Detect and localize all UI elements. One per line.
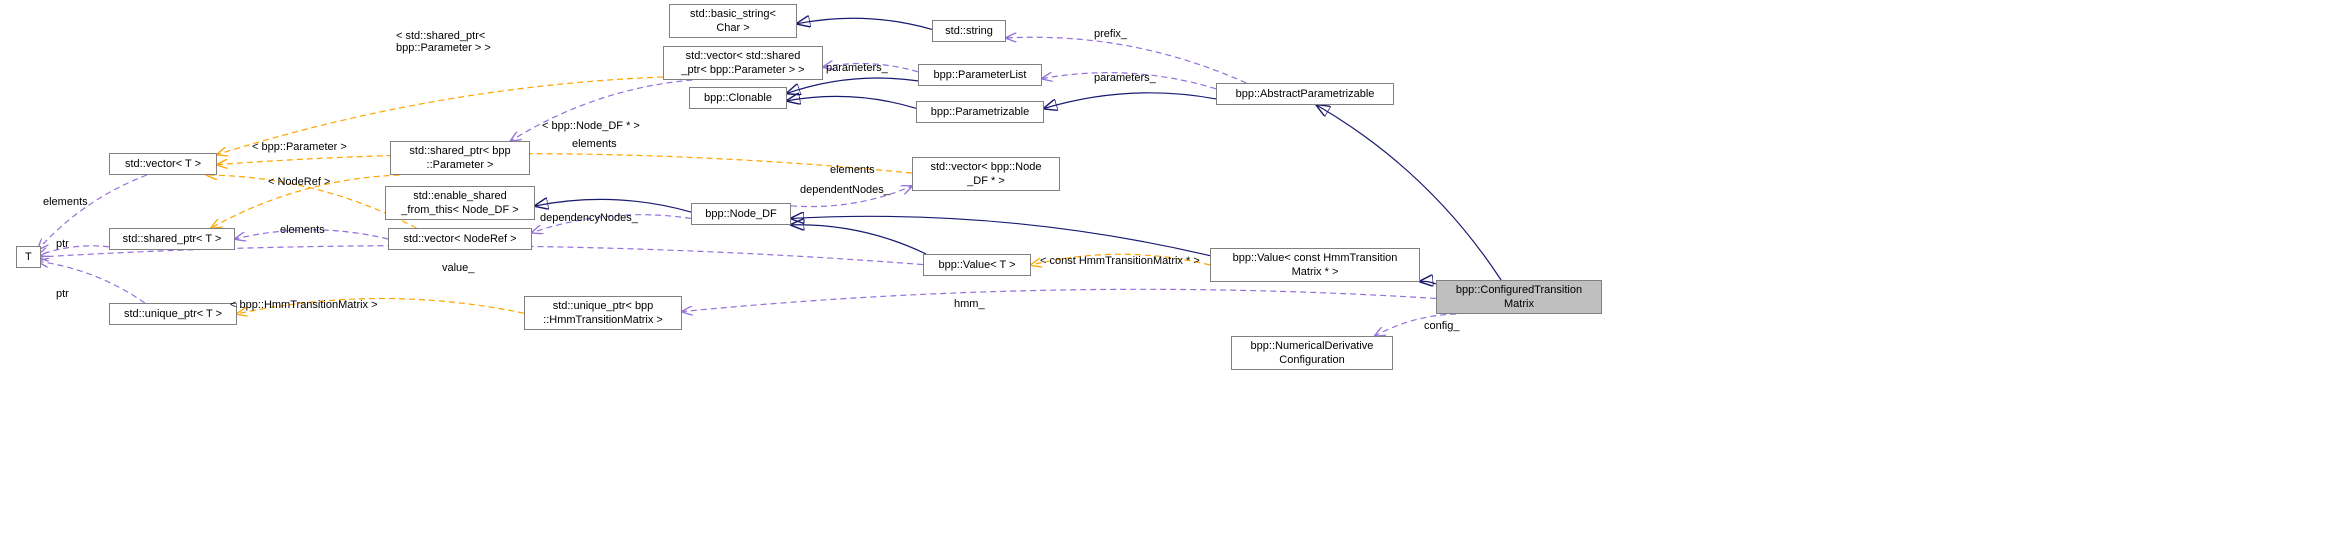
edge-configured-value_hmm [1420, 281, 1436, 284]
node-numderiv[interactable]: bpp::NumericalDerivative Configuration [1231, 336, 1393, 370]
edge-node_df-enable_shared [535, 199, 691, 212]
edge-label-elements1: elements [43, 196, 88, 208]
edge-label-ptr1: ptr [56, 238, 69, 250]
edge-label-bpp_param: < bpp::Parameter > [252, 141, 347, 153]
edge-label-hmm_lbl: hmm_ [954, 298, 985, 310]
node-vector_shared_param[interactable]: std::vector< std::shared _ptr< bpp::Para… [663, 46, 823, 80]
edge-string-basic_string [797, 18, 932, 29]
edge-label-shared_ptr_param_lbl: < std::shared_ptr< bpp::Parameter > > [396, 30, 491, 54]
node-shared_ptr_param[interactable]: std::shared_ptr< bpp ::Parameter > [390, 141, 530, 175]
node-unique_ptr_T[interactable]: std::unique_ptr< T > [109, 303, 237, 325]
node-value_T[interactable]: bpp::Value< T > [923, 254, 1031, 276]
node-string[interactable]: std::string [932, 20, 1006, 42]
node-paramlist[interactable]: bpp::ParameterList [918, 64, 1042, 86]
edge-label-prefix: prefix_ [1094, 28, 1127, 40]
node-configured[interactable]: bpp::ConfiguredTransition Matrix [1436, 280, 1602, 314]
edge-value_T-node_df [791, 225, 926, 254]
edge-vector_nodedf_ptr-vector_T [217, 154, 912, 174]
node-basic_string[interactable]: std::basic_string< Char > [669, 4, 797, 38]
node-abstract_param[interactable]: bpp::AbstractParametrizable [1216, 83, 1394, 105]
edge-parametrizable-clonable [787, 96, 916, 108]
edge-configured-unique_ptr_hmm [682, 289, 1436, 311]
edge-label-elements2: elements [280, 224, 325, 236]
node-clonable[interactable]: bpp::Clonable [689, 87, 787, 109]
edge-label-const_hmm: < const HmmTransitionMatrix * > [1040, 255, 1200, 267]
node-vector_T[interactable]: std::vector< T > [109, 153, 217, 175]
edge-label-value_lbl: value_ [442, 262, 474, 274]
edge-label-node_df_ptr_lbl: < bpp::Node_DF * > [542, 120, 640, 132]
edge-label-noderef: < NodeRef > [268, 176, 330, 188]
edge-label-elements4: elements [830, 164, 875, 176]
edge-label-bpp_hmm: < bpp::HmmTransitionMatrix > [230, 299, 378, 311]
edge-label-elements3: elements [572, 138, 617, 150]
edge-paramlist-clonable [787, 78, 918, 93]
edge-unique_ptr_T-T [38, 261, 145, 303]
edge-abstract_param-parametrizable [1044, 93, 1216, 109]
node-shared_ptr_T[interactable]: std::shared_ptr< T > [109, 228, 235, 250]
edge-layer [0, 0, 2328, 545]
node-vector_nodedf_ptr[interactable]: std::vector< bpp::Node _DF * > [912, 157, 1060, 191]
edge-label-ptr2: ptr [56, 288, 69, 300]
edge-label-dep_nodes: dependencyNodes_ [540, 212, 638, 224]
node-T[interactable]: T [16, 246, 41, 268]
node-vector_noderef[interactable]: std::vector< NodeRef > [388, 228, 532, 250]
node-unique_ptr_hmm[interactable]: std::unique_ptr< bpp ::HmmTransitionMatr… [524, 296, 682, 330]
edge-label-params1: parameters_ [826, 62, 888, 74]
edge-value_hmm-node_df [791, 216, 1210, 255]
edge-label-dependent: dependentNodes_ [800, 184, 890, 196]
node-node_df[interactable]: bpp::Node_DF [691, 203, 791, 225]
node-value_hmm[interactable]: bpp::Value< const HmmTransition Matrix *… [1210, 248, 1420, 282]
edge-label-config_lbl: config_ [1424, 320, 1459, 332]
node-enable_shared[interactable]: std::enable_shared _from_this< Node_DF > [385, 186, 535, 220]
edge-label-params2: parameters_ [1094, 72, 1156, 84]
node-parametrizable[interactable]: bpp::Parametrizable [916, 101, 1044, 123]
